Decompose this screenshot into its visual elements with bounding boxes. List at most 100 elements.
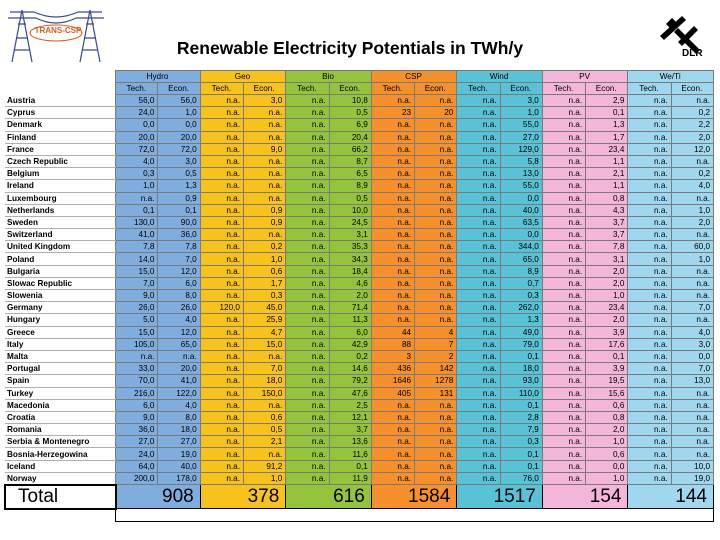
cell-wind-econ: 65,0 xyxy=(499,252,543,266)
total-bio: 616 xyxy=(285,484,372,510)
cell-wind-tech: n.a. xyxy=(456,349,501,364)
table-row: Denmark 0,0 0,0 n.a. n.a. n.a. 6,9 n.a. n.a. n.a.… xyxy=(5,118,715,132)
dlr-logo-text: DLR xyxy=(682,48,703,59)
cell-csp-econ: n.a. xyxy=(414,301,458,315)
cell-bio-econ: 8,7 xyxy=(328,154,372,169)
cell-hydro-econ: 12,0 xyxy=(157,325,201,339)
cell-csp-econ: 131 xyxy=(414,386,458,400)
cell-geo-tech: n.a. xyxy=(199,118,244,132)
cell-hydro-econ: 41,0 xyxy=(157,374,201,388)
cell-wave-tidal-econ: n.a. xyxy=(670,93,715,108)
cell-hydro-tech: 105,0 xyxy=(115,337,159,351)
cell-pv-econ: 1,1 xyxy=(585,179,629,193)
potentials-table: Hydro Geo Bio CSP Wind PV We/Ti Tech. Eco… xyxy=(4,70,715,510)
country-name: Bosnia-Herzegowina xyxy=(5,447,116,461)
cell-wind-econ: 79,0 xyxy=(499,337,543,351)
cell-pv-tech: n.a. xyxy=(541,179,587,193)
cell-geo-tech: n.a. xyxy=(199,362,244,376)
cell-csp-tech: n.a. xyxy=(370,118,416,132)
cell-pv-tech: n.a. xyxy=(541,423,587,437)
cell-bio-tech: n.a. xyxy=(285,252,330,266)
cell-wind-tech: n.a. xyxy=(456,93,501,108)
cell-csp-econ: n.a. xyxy=(414,459,458,473)
cell-geo-tech: n.a. xyxy=(199,93,244,108)
sub-header-row: Tech. Econ. Tech. Econ. Tech. Econ. Tech. Econ.… xyxy=(5,82,715,95)
cell-geo-tech: n.a. xyxy=(199,179,244,193)
cell-hydro-econ: 8,0 xyxy=(157,288,201,303)
table-row: Switzerland 41,0 36,0 n.a. n.a. n.a. 3,1 n.a. n.… xyxy=(5,228,715,242)
cell-hydro-econ: 40,0 xyxy=(157,459,201,473)
group-header-row: Hydro Geo Bio CSP Wind PV We/Ti xyxy=(5,70,714,83)
cell-hydro-tech: 4,0 xyxy=(115,154,159,169)
cell-csp-econ: n.a. xyxy=(414,276,458,291)
country-name: Austria xyxy=(5,94,116,108)
cell-geo-econ: n.a. xyxy=(242,106,287,120)
cell-wave-tidal-econ: n.a. xyxy=(670,276,715,291)
cell-hydro-tech: 0,1 xyxy=(115,203,159,217)
table-row: Belgium 0,3 0,5 n.a. n.a. n.a. 6,5 n.a. n.a. n.a.… xyxy=(5,167,715,181)
cell-pv-econ: 0,1 xyxy=(585,106,629,120)
cell-pv-econ: 1,3 xyxy=(585,118,629,132)
cell-geo-econ: 18,0 xyxy=(242,374,287,388)
cell-geo-econ: 0,6 xyxy=(242,264,287,278)
sub-header-geo-econ: Econ. xyxy=(242,82,287,95)
cell-csp-econ: n.a. xyxy=(414,118,458,132)
cell-bio-tech: n.a. xyxy=(285,215,330,230)
cell-csp-tech: n.a. xyxy=(370,471,416,486)
cell-pv-econ: 3,9 xyxy=(585,325,629,339)
cell-csp-econ: n.a. xyxy=(414,240,458,254)
cell-hydro-econ: 7,8 xyxy=(157,240,201,254)
cell-pv-tech: n.a. xyxy=(541,228,587,242)
cell-csp-tech: n.a. xyxy=(370,93,416,108)
country-name: Malta xyxy=(5,350,116,364)
cell-pv-econ: 2,0 xyxy=(585,264,629,278)
cell-hydro-econ: 20,0 xyxy=(157,130,201,144)
table-row: Hungary 5,0 4,0 n.a. 25,9 n.a. 11,3 n.a. n.a. n.a… xyxy=(5,313,715,327)
cell-csp-tech: n.a. xyxy=(370,447,416,461)
power-pylon-icon xyxy=(8,9,104,63)
cell-hydro-econ: 72,0 xyxy=(157,142,201,156)
cell-pv-econ: 2,0 xyxy=(585,423,629,437)
cell-wind-tech: n.a. xyxy=(456,386,501,400)
cell-bio-econ: 0,1 xyxy=(328,459,372,473)
cell-csp-tech: n.a. xyxy=(370,130,416,144)
cell-csp-tech: n.a. xyxy=(370,288,416,303)
cell-pv-tech: n.a. xyxy=(541,93,587,108)
cell-wind-tech: n.a. xyxy=(456,313,501,327)
cell-wind-econ: 49,0 xyxy=(499,325,543,339)
group-header-bio: Bio xyxy=(285,70,372,83)
country-name: Slowac Republic xyxy=(5,277,116,291)
sub-header-csp-econ: Econ. xyxy=(414,82,458,95)
cell-bio-econ: 11,3 xyxy=(328,313,372,327)
table-row: Cyprus 24,0 1,0 n.a. n.a. n.a. 0,5 23 20 n.a. 1,0 n… xyxy=(5,106,715,120)
cell-wave-tidal-tech: n.a. xyxy=(627,228,672,242)
cell-hydro-tech: 0,0 xyxy=(115,118,159,132)
cell-pv-econ: 23,4 xyxy=(585,142,629,156)
total-wind: 1517 xyxy=(456,484,543,510)
cell-wave-tidal-econ: n.a. xyxy=(670,288,715,303)
cell-wind-tech: n.a. xyxy=(456,215,501,230)
cell-csp-econ: n.a. xyxy=(414,179,458,193)
cell-hydro-tech: 216,0 xyxy=(115,386,159,400)
cell-bio-tech: n.a. xyxy=(285,459,330,473)
cell-csp-econ: n.a. xyxy=(414,410,458,425)
table-row: Greece 15,0 12,0 n.a. 4,7 n.a. 6,0 44 4 n.a. 49,0 n… xyxy=(5,325,715,339)
cell-pv-tech: n.a. xyxy=(541,130,587,144)
cell-wave-tidal-tech: n.a. xyxy=(627,435,672,449)
page-title: Renewable Electricity Potentials in TWh/… xyxy=(176,38,524,58)
cell-wave-tidal-econ: 0,2 xyxy=(670,106,715,120)
cell-wind-econ: 18,0 xyxy=(499,362,543,376)
cell-wind-tech: n.a. xyxy=(456,118,501,132)
cell-pv-tech: n.a. xyxy=(541,337,587,351)
cell-geo-econ: n.a. xyxy=(242,167,287,181)
cell-wind-econ: 8,9 xyxy=(499,264,543,278)
country-name: Norway xyxy=(5,472,116,486)
cell-geo-econ: 15,0 xyxy=(242,337,287,351)
cell-pv-econ: 1,7 xyxy=(585,130,629,144)
cell-csp-econ: n.a. xyxy=(414,142,458,156)
table-row: Norway 200,0 178,0 n.a. 1,0 n.a. 11,9 n.a. n.a. n… xyxy=(5,471,715,486)
dlr-emblem-icon xyxy=(660,16,700,54)
cell-wind-tech: n.a. xyxy=(456,276,501,291)
cell-bio-econ: 8,9 xyxy=(328,179,372,193)
table-row: Ireland 1,0 1,3 n.a. n.a. n.a. 8,9 n.a. n.a. n.a.… xyxy=(5,179,715,193)
